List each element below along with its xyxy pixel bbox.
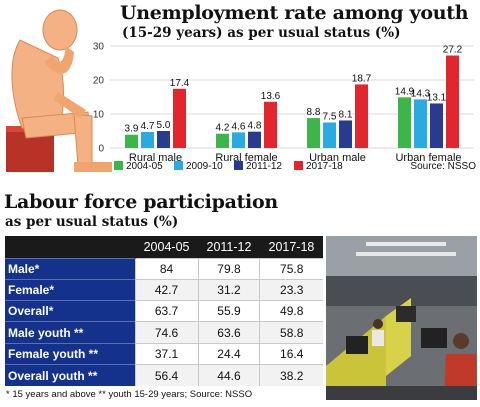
cell-value: 16.4 xyxy=(259,342,323,365)
thinking-man-illustration xyxy=(6,9,112,172)
row-label: Overall youth ** xyxy=(5,364,135,386)
bar xyxy=(398,97,411,148)
bar xyxy=(323,122,336,148)
bar xyxy=(125,134,138,148)
bar xyxy=(355,84,368,148)
legend-label: 2004-05 xyxy=(126,161,163,172)
table-row: Female* 42.7 31.2 23.3 xyxy=(5,278,323,301)
table-row: Female youth ** 37.1 24.4 16.4 xyxy=(5,342,323,365)
chart-subtitle: (15-29 years) as per usual status (%) xyxy=(122,25,401,41)
category-label: Urban male xyxy=(309,152,366,164)
y-tick-label: 30 xyxy=(93,42,105,53)
table-row: Male* 84 79.8 75.8 xyxy=(5,257,323,280)
data-label: 4.6 xyxy=(232,121,246,132)
legend-swatch xyxy=(234,161,243,170)
legend-label: 2009-10 xyxy=(186,161,223,172)
data-label: 7.5 xyxy=(323,112,337,123)
data-label: 13.6 xyxy=(261,91,281,102)
bar xyxy=(339,120,352,148)
bar xyxy=(141,132,154,148)
data-label: 4.2 xyxy=(216,123,230,134)
cell-value: 38.2 xyxy=(259,364,323,386)
y-tick-label: 20 xyxy=(93,76,105,87)
cell-value: 49.8 xyxy=(259,300,323,322)
data-label: 3.9 xyxy=(125,124,139,135)
table-header-col-2004: 2004-05 xyxy=(135,236,199,258)
category-label: Urban female xyxy=(395,152,461,164)
table-header-corner xyxy=(5,236,135,258)
bar xyxy=(430,103,443,148)
cell-value: 58.8 xyxy=(259,321,323,344)
unemployment-bar-chart: 0 10 20 30 3.9 4.7 5.0 17.4 Rural male 4.2 4.6 4.8 1… xyxy=(93,42,476,173)
table-footnote: * 15 years and above ** youth 15-29 year… xyxy=(6,389,253,400)
data-label: 8.8 xyxy=(307,107,321,118)
legend-label: 2011-12 xyxy=(246,161,282,172)
data-label: 5.0 xyxy=(157,120,171,131)
y-tick-label: 0 xyxy=(98,144,104,155)
bar xyxy=(264,101,277,148)
bar xyxy=(216,133,229,148)
row-label: Female* xyxy=(5,278,135,301)
legend-swatch xyxy=(114,161,123,170)
legend-swatch xyxy=(174,161,183,170)
bar xyxy=(307,118,320,148)
bar xyxy=(414,99,427,148)
data-label: 13.1 xyxy=(427,92,447,103)
row-label: Male youth ** xyxy=(5,321,135,344)
cell-value: 75.8 xyxy=(259,257,323,280)
bar xyxy=(157,131,170,148)
cell-value: 23.3 xyxy=(259,278,323,301)
category-label: Rural female xyxy=(215,152,277,164)
cell-value: 44.6 xyxy=(197,364,260,386)
category-label: Rural male xyxy=(129,152,182,164)
data-label: 4.7 xyxy=(141,121,155,132)
cell-value: 56.4 xyxy=(134,364,199,386)
office-workers-photo xyxy=(326,236,477,400)
cell-value: 42.7 xyxy=(134,278,199,301)
cell-value: 37.1 xyxy=(134,342,199,365)
data-label: 18.7 xyxy=(352,73,372,84)
bar xyxy=(248,131,261,148)
table-row: Male youth ** 74.6 63.6 58.8 xyxy=(5,321,323,344)
table-header-row: 2004-05 2011-12 2017-18 xyxy=(5,236,323,258)
row-label: Overall* xyxy=(5,300,135,322)
row-label: Female youth ** xyxy=(5,342,135,365)
data-label: 8.1 xyxy=(339,109,353,120)
cell-value: 63.7 xyxy=(134,300,199,322)
legend-swatch xyxy=(294,161,303,170)
cell-value: 79.8 xyxy=(197,257,260,280)
table-header-col-2011: 2011-12 xyxy=(198,236,260,258)
figure-head xyxy=(42,9,78,51)
cell-value: 55.9 xyxy=(197,300,260,322)
bar xyxy=(232,132,245,148)
table-subtitle: as per usual status (%) xyxy=(5,214,179,230)
cell-value: 31.2 xyxy=(197,278,260,301)
table-title: Labour force participation xyxy=(4,191,278,213)
data-label: 14.9 xyxy=(395,86,415,97)
chart-source: Source: NSSO xyxy=(410,161,476,172)
y-tick-label: 10 xyxy=(93,110,105,121)
chart-title: Unemployment rate among youth xyxy=(120,2,469,24)
cell-value: 24.4 xyxy=(197,342,260,365)
cell-value: 84 xyxy=(134,257,199,280)
row-label: Male* xyxy=(5,257,135,280)
table-row: Overall youth ** 56.4 44.6 38.2 xyxy=(5,364,323,386)
table-header-col-2017: 2017-18 xyxy=(259,236,323,258)
cell-value: 63.6 xyxy=(197,321,260,344)
cell-value: 74.6 xyxy=(134,321,199,344)
legend-label: 2017-18 xyxy=(306,161,343,172)
data-label: 4.8 xyxy=(248,121,262,132)
labour-force-table: 2004-05 2011-12 2017-18 Male* 84 79.8 75… xyxy=(5,236,323,386)
data-label: 27.2 xyxy=(443,45,463,56)
table-row: Overall* 63.7 55.9 49.8 xyxy=(5,300,323,322)
bar xyxy=(173,88,186,148)
data-label: 17.4 xyxy=(170,78,190,89)
data-label: 14.3 xyxy=(411,88,431,99)
bar xyxy=(446,55,459,148)
